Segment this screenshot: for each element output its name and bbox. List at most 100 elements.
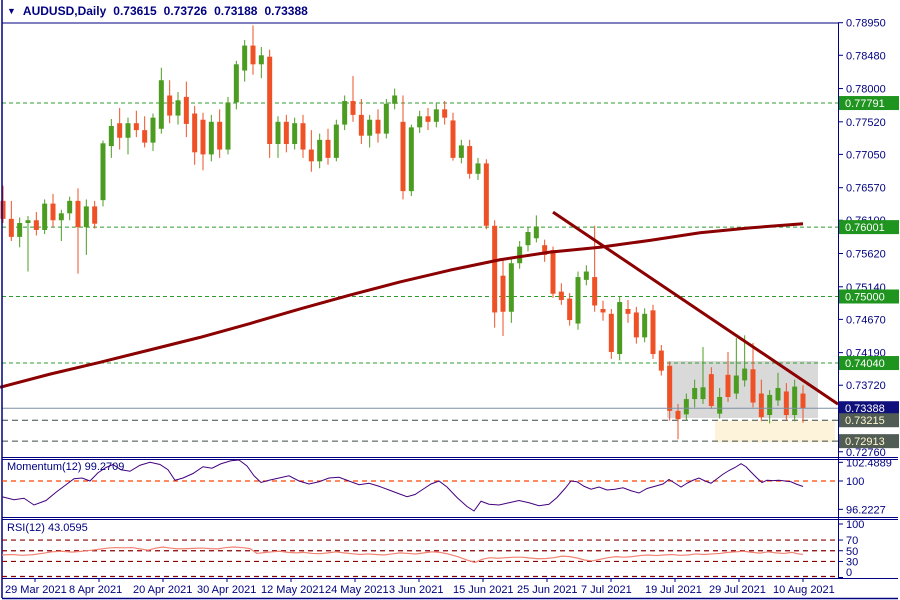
bull-candle [458,145,464,158]
price-tick-label: 0.77050 [846,149,886,161]
date-label: 29 Jul 2021 [709,584,766,596]
bull-candle [125,123,131,138]
price-tick-label: 0.77520 [846,117,886,129]
bear-candle [667,365,673,411]
bull-candle [475,163,481,174]
bear-candle [8,218,14,237]
bear-candle [625,308,631,314]
momentum-axis-label: 96.2227 [846,504,886,516]
momentum-axis-label: 100 [846,476,864,488]
sr-price-box-text: 0.75000 [845,291,885,303]
bull-candle [692,387,698,400]
rsi-indicator-title: RSI(12) 43.0595 [7,522,88,534]
bull-candle [717,397,723,414]
bear-candle [33,220,39,230]
bear-candle [600,308,606,313]
rsi-axis-label: 70 [846,535,858,547]
chart-header: ▼ AUDUSD,Daily 0.73615 0.73726 0.73188 0… [7,4,308,18]
bull-candle [317,139,323,162]
bull-candle [17,223,23,237]
bear-candle [592,277,598,306]
moving-average-line [0,222,804,389]
bull-candle [108,125,114,147]
bid-price-box [839,401,899,416]
bear-candle [142,130,148,143]
ohlc-high: 0.73726 [163,4,208,18]
gray-price-box-text: 0.72913 [845,436,885,448]
gray-price-box [839,434,899,449]
bear-candle [217,121,223,150]
momentum-indicator-title: Momentum(12) 99.2709 [7,461,125,473]
bull-candle [408,127,414,192]
date-label: 10 Aug 2021 [773,584,835,596]
sr-price-box [839,220,899,235]
date-label: 25 Jun 2021 [517,584,578,596]
descending-trendline [552,210,839,406]
sr-price-box [839,96,899,111]
bear-candle [725,374,731,398]
bid-price-box-text: 0.73388 [845,403,885,415]
bear-candle [467,146,473,174]
price-tick-label: 0.76570 [846,183,886,195]
bear-candle [183,96,189,124]
bear-candle [192,113,198,153]
bear-candle [283,121,289,145]
bear-candle [92,206,98,224]
price-tick-label: 0.78000 [846,84,886,96]
demand-zone-beige [715,420,835,443]
bear-candle [650,310,656,355]
bull-candle [742,368,748,381]
bear-candle [358,114,364,136]
bear-candle [633,312,639,338]
date-label: 20 Apr 2021 [133,584,192,596]
bull-candle [417,116,423,128]
bull-candle [100,143,106,201]
bull-candle [733,375,739,394]
price-tick-label: 0.78950 [846,18,886,30]
price-tick-label: 0.72760 [846,447,886,459]
symbol-period-label: AUDUSD,Daily [22,4,107,18]
bull-candle [617,302,623,355]
bear-candle [267,56,273,145]
bull-candle [508,263,514,312]
sr-price-box-text: 0.76001 [845,222,885,234]
bear-candle [550,250,556,294]
bear-candle [133,123,139,131]
bull-candle [642,313,648,338]
bull-candle [767,394,773,416]
bear-candle [308,149,314,162]
bull-candle [333,124,339,158]
bear-candle [800,393,806,409]
bear-candle [0,200,6,219]
ohlc-close: 0.73388 [264,4,308,18]
sr-price-box [839,356,899,371]
bear-candle [75,200,81,228]
bull-candle [342,101,348,125]
bear-candle [758,393,764,418]
bear-candle [117,123,123,138]
date-label: 8 Apr 2021 [69,584,122,596]
bull-candle [275,121,281,145]
collapse-chart-icon[interactable]: ▼ [7,6,16,16]
bear-candle [708,374,714,407]
bull-candle [683,399,689,415]
bull-candle [517,246,523,264]
bear-candle [558,291,564,300]
bull-candle [775,387,781,401]
bull-candle [392,95,398,104]
rsi-axis-label: 30 [846,556,858,568]
bear-candle [567,298,573,321]
bull-candle [67,200,73,214]
momentum-axis-label: 102.4889 [846,457,892,469]
date-label: 30 Apr 2021 [197,584,256,596]
candles-layer [0,25,806,440]
price-tick-label: 0.74670 [846,314,886,326]
bull-candle [83,206,89,228]
sr-price-box-text: 0.77791 [845,98,885,110]
bull-candle [700,387,706,400]
bear-candle [50,203,56,221]
bear-candle [483,163,489,226]
rsi-axis-label: 100 [846,519,864,531]
